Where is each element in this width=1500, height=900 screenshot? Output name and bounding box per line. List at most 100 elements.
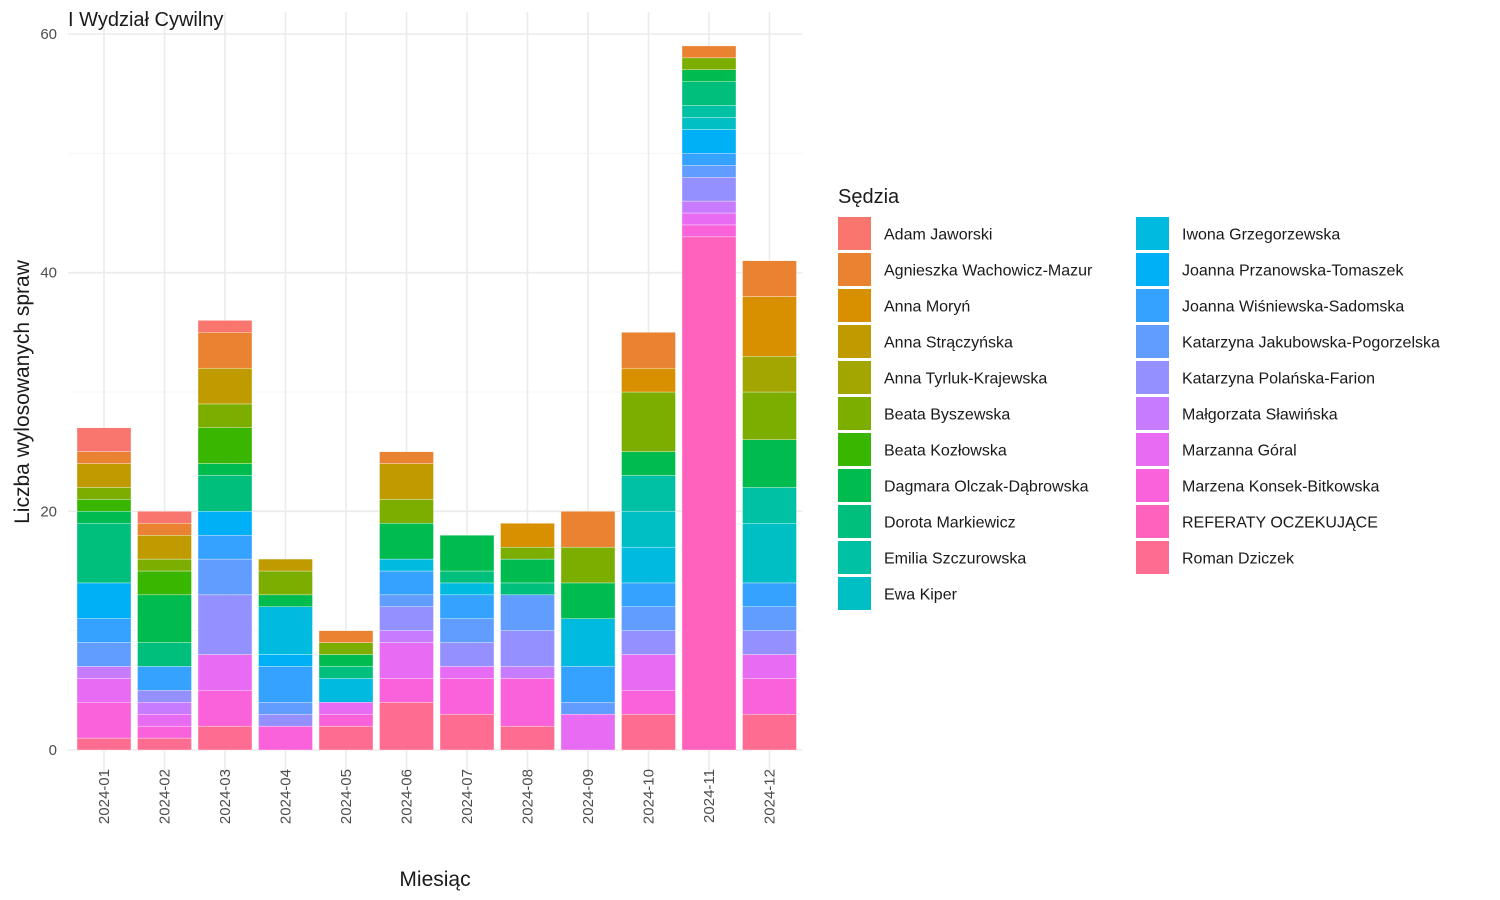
bar-segment bbox=[137, 642, 192, 667]
x-axis-ticks: 2024-01 2024-02 2024-03 2024-04 2024-05 2024-… bbox=[96, 769, 779, 824]
legend-label: Małgorzata Sławińska bbox=[1182, 407, 1338, 424]
x-tick-label: 2024-10 bbox=[641, 769, 658, 824]
bar-segment bbox=[258, 714, 313, 727]
bar-segment bbox=[258, 570, 313, 596]
legend-key bbox=[1136, 217, 1169, 250]
bar-segment bbox=[137, 725, 192, 739]
legend-item: Adam Jaworski bbox=[838, 217, 992, 250]
bar-segment bbox=[258, 702, 313, 715]
bar-segment bbox=[76, 678, 132, 703]
bar-segment bbox=[197, 427, 253, 464]
bars bbox=[76, 45, 797, 751]
legend-key bbox=[838, 505, 871, 538]
x-tick-label: 2024-05 bbox=[338, 769, 355, 824]
bar-segment bbox=[258, 558, 313, 572]
chart-title: I Wydział Cywilny bbox=[68, 9, 223, 31]
y-tick-label: 20 bbox=[40, 503, 57, 520]
bar-segment bbox=[742, 654, 797, 679]
bar-segment bbox=[560, 511, 616, 548]
x-tick-label: 2024-04 bbox=[278, 769, 295, 824]
bar-segment bbox=[76, 451, 132, 464]
legend-label: Agnieszka Wachowicz-Mazur bbox=[884, 263, 1093, 280]
legend-key bbox=[838, 253, 871, 286]
bar-segment bbox=[681, 236, 737, 751]
bar-segment bbox=[137, 702, 192, 715]
bar-segment bbox=[379, 463, 434, 500]
bar-segment bbox=[742, 260, 797, 297]
bar-segment bbox=[258, 666, 313, 703]
bar-segment bbox=[137, 511, 192, 524]
bar-segment bbox=[742, 296, 797, 357]
bar-segment bbox=[621, 546, 676, 584]
bar-segment bbox=[681, 117, 737, 130]
bar-segment bbox=[681, 81, 737, 106]
bar-segment bbox=[500, 725, 555, 751]
bar-segment bbox=[318, 714, 374, 727]
bar-segment bbox=[439, 618, 495, 643]
bar-segment bbox=[742, 714, 797, 751]
bar-segment bbox=[621, 606, 676, 631]
bar-segment bbox=[379, 570, 434, 596]
legend-item: Ewa Kiper bbox=[838, 577, 958, 610]
bar-segment bbox=[621, 332, 676, 369]
legend-key bbox=[838, 361, 871, 394]
y-axis-title: Liczba wylosowanych spraw bbox=[11, 259, 34, 524]
bar-segment bbox=[137, 737, 192, 751]
bar-segment bbox=[197, 690, 253, 727]
bar-segment bbox=[681, 105, 737, 118]
legend-item: Anna Moryń bbox=[838, 289, 970, 322]
legend-item: Katarzyna Jakubowska-Pogorzelska bbox=[1136, 325, 1440, 358]
legend-label: Adam Jaworski bbox=[884, 227, 992, 244]
x-tick-label: 2024-02 bbox=[157, 769, 174, 824]
bar-segment bbox=[379, 558, 434, 572]
bar-segment bbox=[500, 630, 555, 667]
legend-item: Anna Tyrluk-Krajewska bbox=[838, 361, 1047, 394]
bar-segment bbox=[681, 212, 737, 226]
legend-key bbox=[838, 433, 871, 466]
bar-segment bbox=[379, 702, 434, 751]
legend-key bbox=[838, 289, 871, 322]
legend-key bbox=[1136, 505, 1169, 538]
bar-segment bbox=[439, 678, 495, 715]
legend-label: Dagmara Olczak-Dąbrowska bbox=[884, 479, 1089, 496]
bar-segment bbox=[76, 523, 132, 584]
bar-segment bbox=[379, 678, 434, 703]
bar-segment bbox=[76, 642, 132, 667]
legend-label: Anna Moryń bbox=[884, 299, 970, 316]
bar-segment bbox=[318, 702, 374, 715]
bar-segment bbox=[439, 594, 495, 619]
bar-segment bbox=[500, 523, 555, 548]
bar-segment bbox=[318, 654, 374, 667]
bar-segment bbox=[439, 535, 495, 572]
legend-item: REFERATY OCZEKUJĄCE bbox=[1136, 505, 1378, 538]
bar-segment bbox=[76, 702, 132, 739]
bar-segment bbox=[500, 558, 555, 584]
x-tick-label: 2024-08 bbox=[520, 769, 537, 824]
bar-segment bbox=[258, 606, 313, 655]
x-axis-title: Miesiąc bbox=[399, 868, 470, 891]
legend-label: Emilia Szczurowska bbox=[884, 551, 1026, 568]
legend-key bbox=[838, 469, 871, 502]
bar-segment bbox=[258, 725, 313, 751]
bar-segment bbox=[742, 487, 797, 524]
bar-segment bbox=[560, 618, 616, 667]
legend: Adam Jaworski Agnieszka Wachowicz-Mazur An… bbox=[838, 217, 1440, 610]
bar-segment bbox=[560, 714, 616, 751]
bar-segment bbox=[379, 594, 434, 607]
bar-segment bbox=[560, 702, 616, 715]
legend-key bbox=[838, 577, 871, 610]
legend-label: Ewa Kiper bbox=[884, 587, 958, 604]
bar-segment bbox=[137, 570, 192, 596]
legend-item: Marzanna Góral bbox=[1136, 433, 1297, 466]
legend-item: Małgorzata Sławińska bbox=[1136, 397, 1338, 430]
bar-segment bbox=[681, 57, 737, 70]
legend-key bbox=[1136, 541, 1169, 574]
bar-segment bbox=[681, 129, 737, 154]
bar-segment bbox=[379, 630, 434, 643]
bar-segment bbox=[197, 463, 253, 476]
bar-segment bbox=[76, 582, 132, 619]
bar-segment bbox=[197, 367, 253, 405]
bar-segment bbox=[137, 714, 192, 727]
bar-segment bbox=[500, 678, 555, 727]
bar-segment bbox=[560, 582, 616, 619]
